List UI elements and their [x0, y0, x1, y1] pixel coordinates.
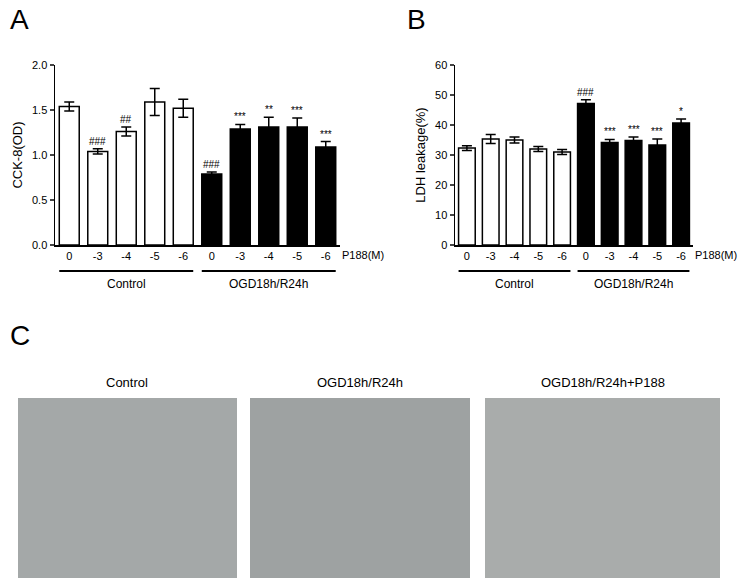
svg-text:-4: -4: [121, 250, 131, 262]
svg-text:-4: -4: [264, 250, 274, 262]
svg-text:0: 0: [66, 250, 72, 262]
svg-text:OGD18h/R24h: OGD18h/R24h: [594, 277, 673, 291]
svg-text:-6: -6: [676, 250, 686, 262]
svg-text:*: *: [679, 106, 683, 117]
svg-text:1.5: 1.5: [32, 104, 47, 116]
svg-text:-3: -3: [235, 250, 245, 262]
svg-text:-6: -6: [178, 250, 188, 262]
svg-text:-3: -3: [605, 250, 615, 262]
svg-text:0: 0: [464, 250, 470, 262]
svg-text:-5: -5: [292, 250, 302, 262]
svg-text:C: C: [10, 320, 30, 351]
svg-text:0.5: 0.5: [32, 194, 47, 206]
svg-text:***: ***: [320, 129, 332, 140]
svg-text:##: ##: [120, 114, 132, 125]
svg-text:***: ***: [651, 126, 663, 137]
svg-text:0.0: 0.0: [32, 239, 47, 251]
svg-text:P188(M): P188(M): [342, 249, 384, 261]
svg-text:-6: -6: [321, 250, 331, 262]
svg-text:P188(M): P188(M): [695, 249, 737, 261]
svg-text:A: A: [10, 4, 29, 35]
svg-text:0: 0: [209, 250, 215, 262]
svg-text:-4: -4: [510, 250, 520, 262]
svg-text:***: ***: [291, 105, 303, 116]
svg-text:-5: -5: [150, 250, 160, 262]
svg-text:OGD18h/R24h: OGD18h/R24h: [229, 277, 308, 291]
svg-text:10: 10: [435, 209, 447, 221]
svg-text:OGD18h/R24h: OGD18h/R24h: [317, 375, 403, 390]
svg-text:***: ***: [604, 126, 616, 137]
svg-text:Control: Control: [107, 277, 146, 291]
svg-text:###: ###: [89, 136, 106, 147]
svg-text:B: B: [407, 4, 426, 35]
svg-text:-4: -4: [629, 250, 639, 262]
svg-text:***: ***: [234, 111, 246, 122]
svg-text:40: 40: [435, 119, 447, 131]
svg-text:Control: Control: [106, 375, 148, 390]
svg-text:OGD18h/R24h+P188: OGD18h/R24h+P188: [541, 375, 665, 390]
svg-text:-6: -6: [557, 250, 567, 262]
svg-text:-5: -5: [533, 250, 543, 262]
svg-text:0: 0: [441, 239, 447, 251]
svg-text:50: 50: [435, 89, 447, 101]
svg-text:**: **: [265, 104, 273, 115]
svg-text:1.0: 1.0: [32, 149, 47, 161]
svg-text:***: ***: [628, 124, 640, 135]
svg-text:LDH leakage(%): LDH leakage(%): [413, 107, 428, 202]
svg-text:###: ###: [577, 87, 594, 98]
svg-text:0: 0: [583, 250, 589, 262]
svg-text:Control: Control: [495, 277, 534, 291]
svg-text:60: 60: [435, 59, 447, 71]
svg-text:###: ###: [203, 159, 220, 170]
svg-text:-5: -5: [652, 250, 662, 262]
svg-text:-3: -3: [93, 250, 103, 262]
svg-text:30: 30: [435, 149, 447, 161]
svg-text:CCK-8(OD): CCK-8(OD): [10, 121, 25, 188]
svg-text:20: 20: [435, 179, 447, 191]
svg-text:-3: -3: [486, 250, 496, 262]
svg-text:2.0: 2.0: [32, 59, 47, 71]
